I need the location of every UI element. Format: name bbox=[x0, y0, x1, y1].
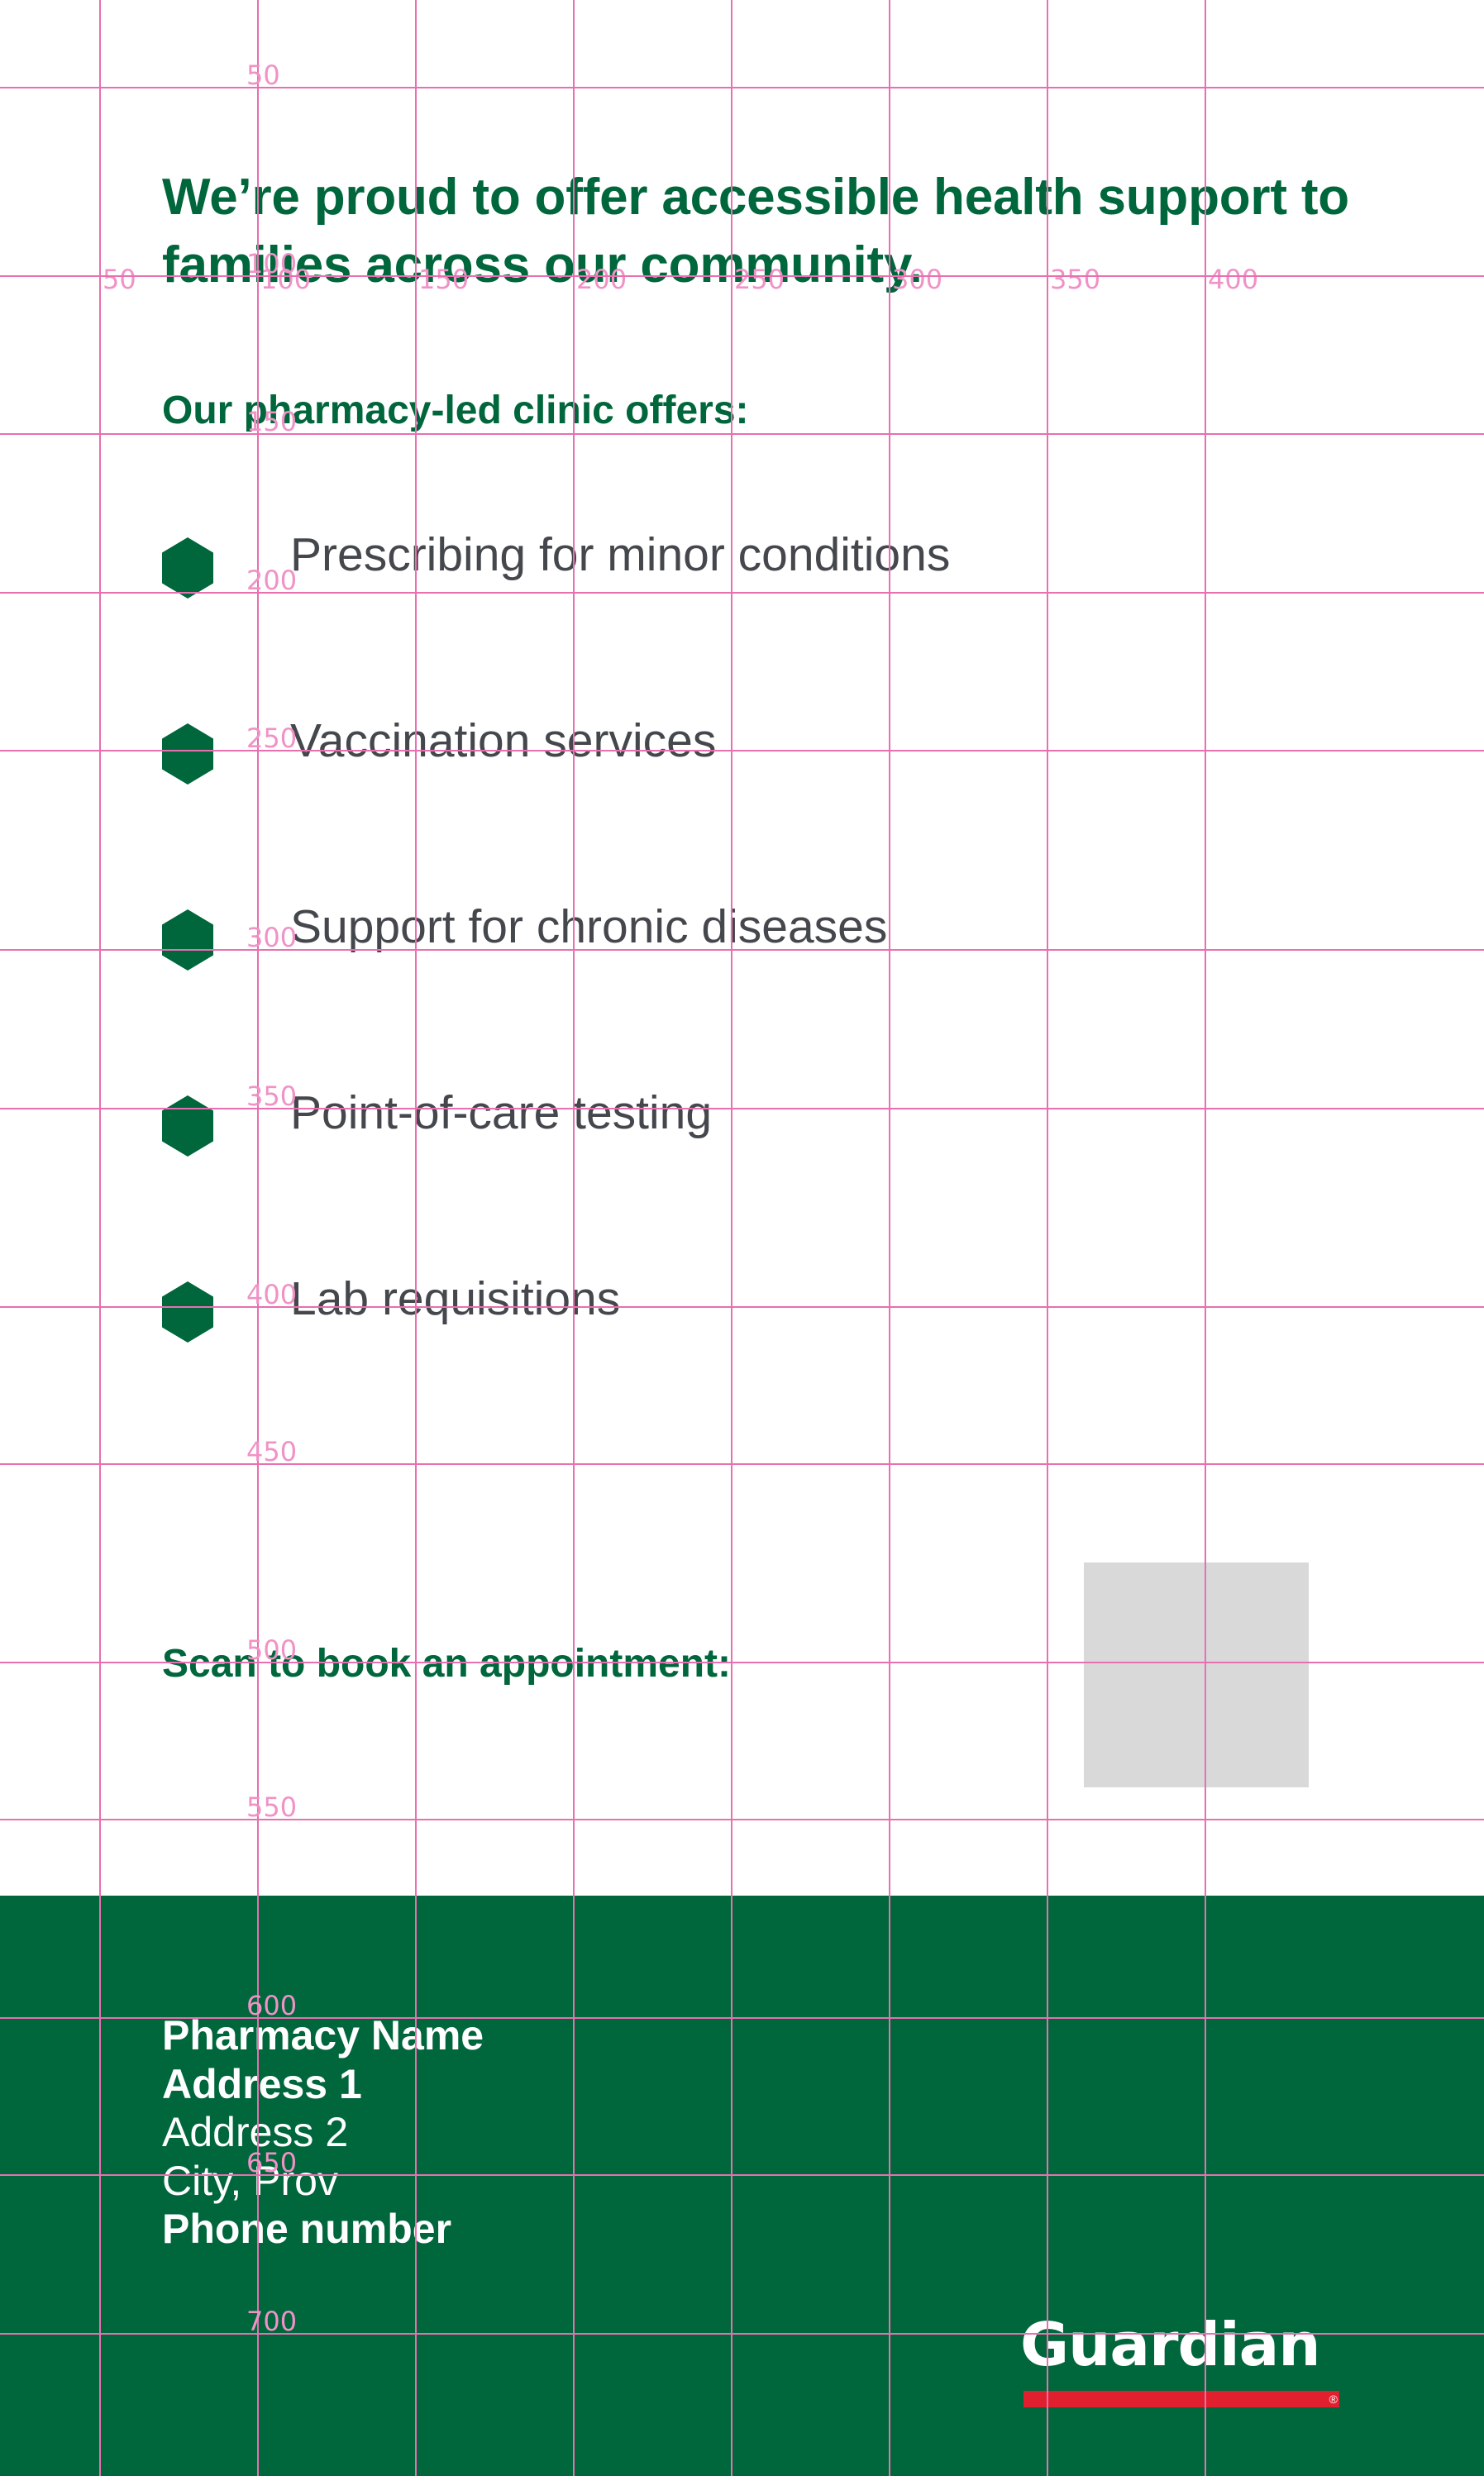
footer-band: Pharmacy Name Address 1 Address 2 City, Pro… bbox=[0, 1896, 1484, 2476]
hexagon-bullet-icon bbox=[162, 909, 213, 971]
guardian-logo: Guardian ® bbox=[1020, 2315, 1343, 2414]
hexagon-bullet-icon bbox=[162, 723, 213, 785]
list-item-label: Prescribing for minor conditions bbox=[290, 528, 951, 581]
gridline-horizontal bbox=[0, 1819, 1484, 1820]
grid-label-x: 50 bbox=[103, 264, 136, 295]
grid-label-y: 50 bbox=[246, 60, 280, 91]
list-item-label: Point-of-care testing bbox=[290, 1086, 713, 1139]
address-line: Phone number bbox=[162, 2206, 452, 2252]
hexagon-bullet-icon bbox=[162, 1281, 213, 1343]
registered-trademark-icon: ® bbox=[1329, 2393, 1338, 2406]
scan-prompt-label: Scan to book an appointment: bbox=[162, 1642, 732, 1686]
gridline-horizontal bbox=[0, 87, 1484, 88]
hexagon-bullet-icon bbox=[162, 537, 213, 599]
services-list: Prescribing for minor conditions Vaccinat… bbox=[162, 526, 1319, 1456]
qr-code-placeholder[interactable] bbox=[1084, 1562, 1309, 1787]
pharmacy-address-block: Pharmacy Name Address 1 Address 2 City, Pro… bbox=[162, 2011, 484, 2254]
list-item: Support for chronic diseases bbox=[162, 898, 1319, 1084]
grid-label-y: 550 bbox=[246, 1791, 298, 1823]
address-line: City, Prov bbox=[162, 2157, 338, 2204]
list-item-label: Support for chronic diseases bbox=[290, 900, 888, 953]
list-item-label: Vaccination services bbox=[290, 714, 717, 767]
page-headline: We’re proud to offer accessible health s… bbox=[162, 169, 1349, 294]
page-subheading: Our pharmacy-led clinic offers: bbox=[162, 389, 749, 432]
guardian-red-bar bbox=[1024, 2391, 1339, 2407]
list-item: Point-of-care testing bbox=[162, 1084, 1319, 1270]
list-item: Prescribing for minor conditions bbox=[162, 526, 1319, 712]
list-item: Vaccination services bbox=[162, 712, 1319, 898]
address-line: Address 1 bbox=[162, 2060, 362, 2107]
hexagon-bullet-icon bbox=[162, 1095, 213, 1157]
address-line: Pharmacy Name bbox=[162, 2012, 484, 2059]
guardian-wordmark-text: Guardian bbox=[1020, 2310, 1321, 2379]
list-item: Lab requisitions bbox=[162, 1270, 1319, 1456]
list-item-label: Lab requisitions bbox=[290, 1272, 621, 1325]
gridline-horizontal bbox=[0, 1463, 1484, 1465]
address-line: Address 2 bbox=[162, 2109, 349, 2155]
